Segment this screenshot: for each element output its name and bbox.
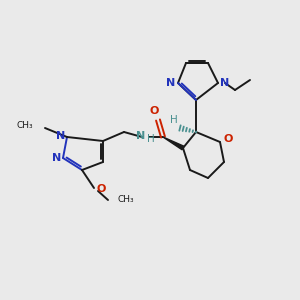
Text: N: N: [56, 131, 66, 141]
Text: O: O: [223, 134, 233, 144]
Text: H: H: [170, 115, 178, 125]
Polygon shape: [163, 137, 184, 150]
Text: N: N: [52, 153, 62, 163]
Text: CH₃: CH₃: [16, 122, 33, 130]
Text: N: N: [136, 131, 146, 141]
Text: CH₃: CH₃: [117, 196, 134, 205]
Text: O: O: [96, 184, 106, 194]
Text: N: N: [220, 78, 230, 88]
Text: N: N: [167, 78, 176, 88]
Text: O: O: [149, 106, 159, 116]
Text: H: H: [147, 134, 155, 144]
